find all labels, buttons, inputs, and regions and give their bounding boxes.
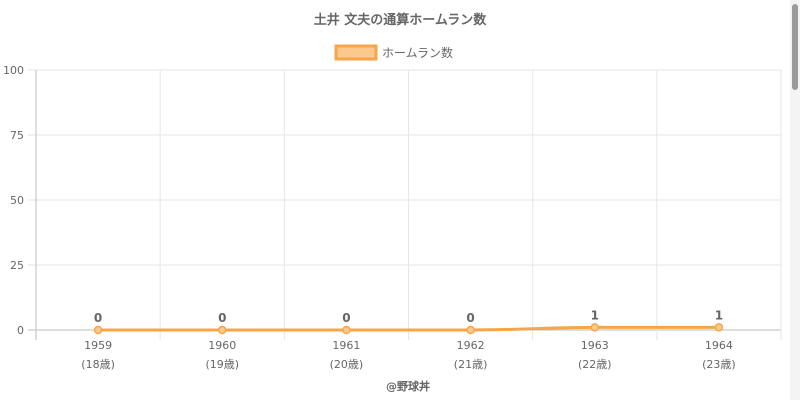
data-label: 0 xyxy=(94,311,102,325)
legend-label: ホームラン数 xyxy=(382,45,453,60)
x-tick-sublabel: (20歳) xyxy=(330,358,364,371)
data-label: 0 xyxy=(342,311,350,325)
x-tick-label: 1963 xyxy=(581,339,609,352)
data-point xyxy=(218,325,227,335)
x-tick-sublabel: (23歳) xyxy=(702,358,736,371)
x-tick-label: 1964 xyxy=(705,339,733,352)
series-line xyxy=(98,325,719,332)
data-point xyxy=(714,323,724,332)
data-label: 0 xyxy=(466,311,474,325)
data-label: 0 xyxy=(218,311,226,325)
data-label: 1 xyxy=(715,308,723,322)
data-point xyxy=(466,325,475,335)
data-point xyxy=(93,325,103,335)
x-tick-label: 1959 xyxy=(84,339,112,352)
legend[interactable]: ホームラン数 xyxy=(334,44,453,61)
x-axis: 1959 (18歳) 1960 (19歳) 1961 (20歳) 1962 (21歳) 1963… xyxy=(81,339,735,371)
data-label: 1 xyxy=(591,308,599,322)
y-tick-label: 75 xyxy=(10,129,24,142)
x-tick-label: 1961 xyxy=(332,339,360,352)
y-tick-label: 25 xyxy=(10,259,24,272)
scrollbar-track[interactable] xyxy=(790,0,800,400)
series-homeruns: 0 0 0 0 1 1 xyxy=(93,308,724,335)
x-tick-sublabel: (21歳) xyxy=(454,358,488,371)
scrollbar-thumb[interactable] xyxy=(792,4,798,90)
grid xyxy=(28,69,782,340)
y-tick-label: 0 xyxy=(17,324,24,337)
legend-swatch xyxy=(334,44,378,61)
footer-credit: @野球丼 xyxy=(386,379,430,393)
y-tick-label: 50 xyxy=(10,194,24,207)
x-tick-sublabel: (19歳) xyxy=(205,358,239,371)
x-tick-sublabel: (18歳) xyxy=(81,358,115,371)
x-tick-label: 1962 xyxy=(457,339,485,352)
x-tick-label: 1960 xyxy=(208,339,236,352)
data-point xyxy=(590,323,599,332)
y-axis: 0 25 50 75 100 xyxy=(3,64,24,337)
data-point xyxy=(342,325,351,335)
x-tick-sublabel: (22歳) xyxy=(578,358,612,371)
chart-title: 土井 文夫の通算ホームラン数 xyxy=(314,12,487,28)
y-tick-label: 100 xyxy=(3,64,24,77)
